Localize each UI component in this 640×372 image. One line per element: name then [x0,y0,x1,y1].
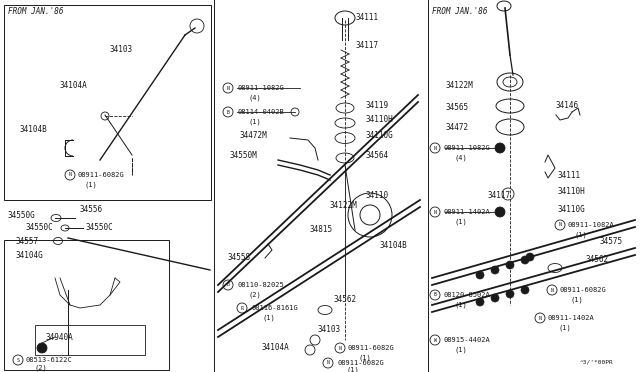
Circle shape [476,271,484,279]
Bar [4,240,169,370]
Text: 34472: 34472 [445,124,468,132]
Circle shape [495,143,505,153]
Bar [35,325,145,355]
Text: 08911-6082G: 08911-6082G [337,360,384,366]
Text: 08911-1082G: 08911-1082G [237,85,284,91]
Text: N: N [433,145,436,151]
Text: 08114-0402B: 08114-0402B [237,109,284,115]
Text: 34550C: 34550C [26,224,54,232]
Text: 34940A: 34940A [45,333,73,341]
Text: N: N [550,288,554,292]
Text: 08513-6122C: 08513-6122C [26,357,73,363]
Text: 08116-8161G: 08116-8161G [251,305,298,311]
Text: (1): (1) [347,367,360,372]
Text: 34111: 34111 [355,13,378,22]
Text: B: B [433,292,436,298]
Text: 34119: 34119 [365,100,388,109]
Text: N: N [326,360,330,366]
Text: 34550G: 34550G [8,211,36,219]
Text: ^3/'*00PR: ^3/'*00PR [580,359,614,365]
Text: 34557: 34557 [15,237,38,247]
Text: 08110-82025: 08110-82025 [237,282,284,288]
Text: 34103: 34103 [318,326,341,334]
Text: (1): (1) [558,325,571,331]
Text: 34110H: 34110H [365,115,393,125]
Circle shape [506,261,514,269]
Text: 34104B: 34104B [20,125,48,135]
Text: 08120-8502A: 08120-8502A [443,292,490,298]
Text: S: S [17,357,19,362]
Text: 34562: 34562 [585,256,608,264]
Text: (2): (2) [248,292,260,298]
Text: N: N [539,315,541,321]
Text: (1): (1) [454,302,467,308]
Text: 34556: 34556 [80,205,103,215]
Text: 08911-1082G: 08911-1082G [443,145,490,151]
Text: (1): (1) [262,315,275,321]
Circle shape [37,343,47,353]
Text: 08911-1082A: 08911-1082A [568,222,615,228]
Text: 34117: 34117 [355,41,378,49]
Text: (4): (4) [454,155,467,161]
Bar [4,5,211,200]
Text: R: R [241,305,243,311]
Text: 08915-4402A: 08915-4402A [443,337,490,343]
Text: 08911-6082G: 08911-6082G [348,345,395,351]
Text: 34110H: 34110H [558,187,586,196]
Circle shape [521,286,529,294]
Text: N: N [68,173,72,177]
Text: (1): (1) [85,182,98,188]
Text: 34111: 34111 [558,170,581,180]
Text: 08911-6082G: 08911-6082G [560,287,607,293]
Text: 34122M: 34122M [445,80,473,90]
Text: 34815: 34815 [310,225,333,234]
Text: (1): (1) [454,219,467,225]
Text: 34103: 34103 [110,45,133,55]
Circle shape [476,298,484,306]
Circle shape [495,207,505,217]
Text: (1): (1) [575,232,588,238]
Text: 34550C: 34550C [85,224,113,232]
Text: N: N [227,86,229,90]
Text: (2): (2) [35,365,48,371]
Text: (4): (4) [248,95,260,101]
Text: W: W [433,337,436,343]
Text: N: N [559,222,561,228]
Text: 34104B: 34104B [380,241,408,250]
Text: 34550M: 34550M [230,151,258,160]
Text: FROM JAN.'86: FROM JAN.'86 [8,7,63,16]
Circle shape [506,290,514,298]
Text: 34565: 34565 [445,103,468,112]
Text: 08911-1402A: 08911-1402A [548,315,595,321]
Text: 34104G: 34104G [15,250,43,260]
Text: 34472M: 34472M [240,131,268,140]
Text: 34117: 34117 [487,190,510,199]
Text: 34122M: 34122M [330,201,358,209]
Text: FROM JAN.'86: FROM JAN.'86 [432,7,488,16]
Text: N: N [433,209,436,215]
Circle shape [521,256,529,264]
Text: N: N [339,346,341,350]
Circle shape [526,253,534,261]
Text: B: B [227,109,229,115]
Text: 34575: 34575 [600,237,623,247]
Text: 34562: 34562 [333,295,356,305]
Text: (1): (1) [248,119,260,125]
Text: (1): (1) [358,355,371,361]
Circle shape [491,294,499,302]
Text: 34110G: 34110G [365,131,393,140]
Text: 34110: 34110 [365,190,388,199]
Text: (1): (1) [454,347,467,353]
Text: 34104A: 34104A [60,80,88,90]
Text: (1): (1) [570,297,583,303]
Text: 08911-6082G: 08911-6082G [78,172,125,178]
Text: 34110G: 34110G [558,205,586,215]
Text: 34558: 34558 [227,253,250,263]
Text: 34146: 34146 [556,100,579,109]
Text: 34564: 34564 [365,151,388,160]
Text: 08911-1402A: 08911-1402A [443,209,490,215]
Text: 34104A: 34104A [262,343,290,353]
Text: B: B [227,282,229,288]
Circle shape [491,266,499,274]
